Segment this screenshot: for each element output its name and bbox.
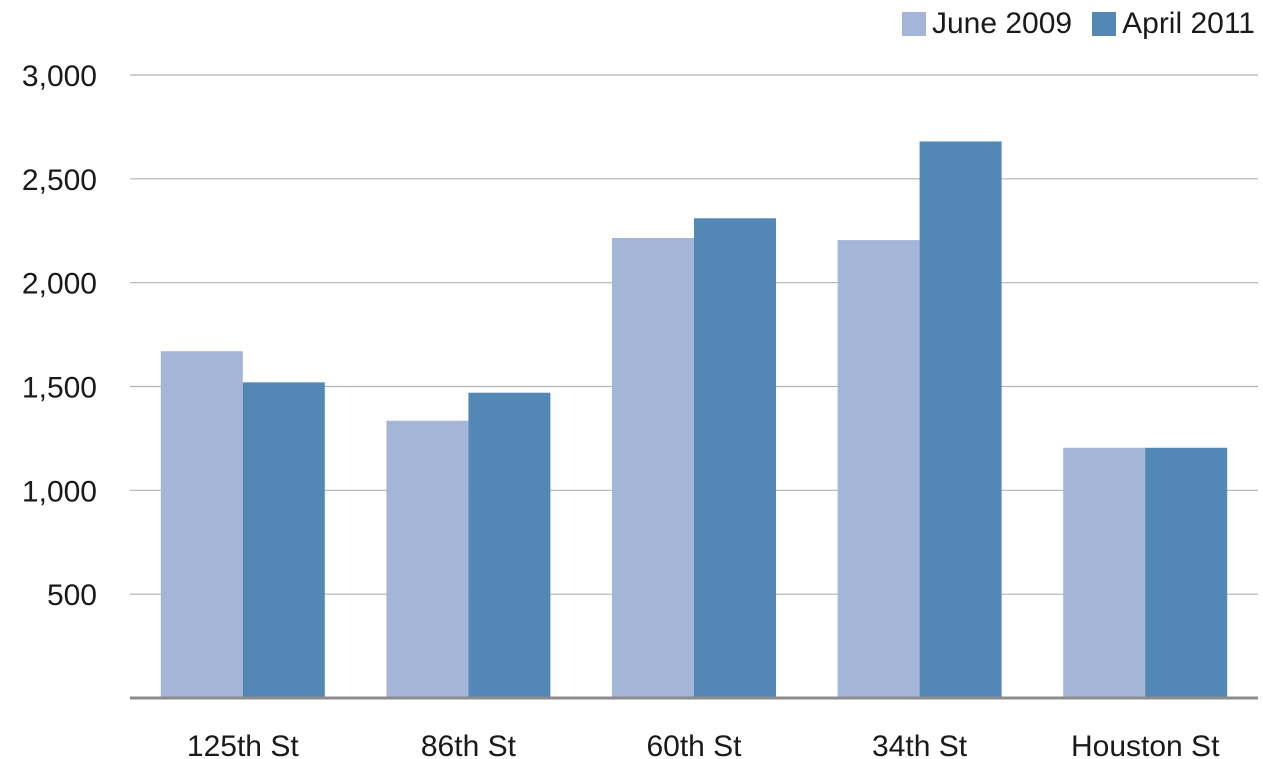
- bar: [919, 141, 1002, 698]
- x-tick-label: 34th St: [872, 730, 968, 759]
- bar: [1145, 447, 1228, 698]
- bar: [612, 238, 694, 699]
- bar: [386, 420, 469, 698]
- y-tick-label: 500: [47, 579, 97, 612]
- y-tick-label: 2,000: [22, 268, 97, 301]
- legend-item-april-2011: April 2011: [1092, 4, 1255, 44]
- bar: [694, 218, 776, 699]
- x-tick-label: 60th St: [646, 730, 742, 759]
- legend-label-june-2009: June 2009: [931, 7, 1073, 40]
- x-tick-label: 86th St: [421, 730, 517, 759]
- y-tick-label: 1,500: [22, 372, 97, 405]
- legend-swatch-april-2011: [1092, 12, 1117, 36]
- bar: [242, 382, 325, 698]
- y-tick-label: 1,000: [22, 475, 97, 508]
- y-tick-label: 3,000: [22, 60, 97, 93]
- legend-item-june-2009: June 2009: [901, 4, 1073, 44]
- bar: [160, 351, 243, 698]
- x-tick-label: Houston St: [1071, 730, 1220, 759]
- legend-swatch-june-2009: [901, 12, 926, 36]
- x-tick-label: 125th St: [187, 730, 299, 759]
- bar: [1063, 447, 1146, 698]
- legend-label-april-2011: April 2011: [1122, 7, 1255, 40]
- bar: [837, 240, 920, 698]
- chart-legend: June 2009 April 2011: [901, 4, 1255, 44]
- y-tick-label: 2,500: [22, 164, 97, 197]
- bar: [468, 392, 551, 698]
